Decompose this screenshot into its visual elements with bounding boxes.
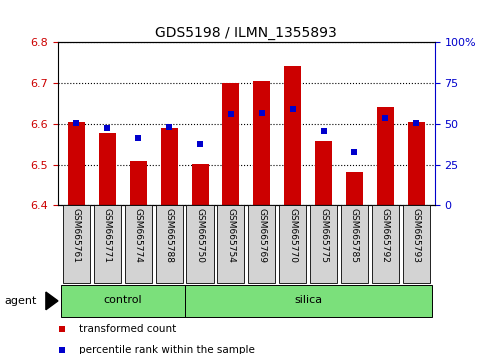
Text: GSM665754: GSM665754 [227, 208, 235, 263]
Text: GSM665770: GSM665770 [288, 208, 297, 263]
Text: GSM665771: GSM665771 [103, 208, 112, 263]
FancyBboxPatch shape [279, 205, 306, 283]
Text: percentile rank within the sample: percentile rank within the sample [79, 346, 255, 354]
Text: transformed count: transformed count [79, 324, 176, 334]
Text: GSM665769: GSM665769 [257, 208, 266, 263]
Text: agent: agent [5, 296, 37, 306]
FancyBboxPatch shape [186, 205, 213, 283]
Polygon shape [46, 292, 58, 310]
Bar [222, 83, 240, 205]
Bar [346, 172, 363, 205]
Bar [408, 122, 425, 205]
FancyBboxPatch shape [341, 205, 368, 283]
Bar [68, 122, 85, 205]
FancyBboxPatch shape [94, 205, 121, 283]
Text: GSM665775: GSM665775 [319, 208, 328, 263]
Text: silica: silica [294, 295, 322, 305]
Bar [192, 164, 209, 205]
FancyBboxPatch shape [156, 205, 183, 283]
Text: GSM665750: GSM665750 [196, 208, 204, 263]
Text: GSM665788: GSM665788 [165, 208, 173, 263]
Bar [284, 66, 301, 205]
Title: GDS5198 / ILMN_1355893: GDS5198 / ILMN_1355893 [156, 26, 337, 40]
Bar [253, 81, 270, 205]
Text: GSM665793: GSM665793 [412, 208, 421, 263]
FancyBboxPatch shape [63, 205, 90, 283]
Bar [130, 161, 147, 205]
Text: GSM665774: GSM665774 [134, 208, 143, 263]
Text: GSM665792: GSM665792 [381, 208, 390, 263]
FancyBboxPatch shape [403, 205, 430, 283]
FancyBboxPatch shape [248, 205, 275, 283]
FancyBboxPatch shape [185, 285, 432, 317]
Bar [377, 107, 394, 205]
FancyBboxPatch shape [217, 205, 244, 283]
Text: GSM665785: GSM665785 [350, 208, 359, 263]
FancyBboxPatch shape [61, 285, 185, 317]
Text: control: control [103, 295, 142, 305]
FancyBboxPatch shape [125, 205, 152, 283]
Bar [161, 128, 178, 205]
Bar [99, 133, 116, 205]
Text: GSM665761: GSM665761 [72, 208, 81, 263]
Bar [315, 141, 332, 205]
FancyBboxPatch shape [372, 205, 399, 283]
FancyBboxPatch shape [310, 205, 337, 283]
